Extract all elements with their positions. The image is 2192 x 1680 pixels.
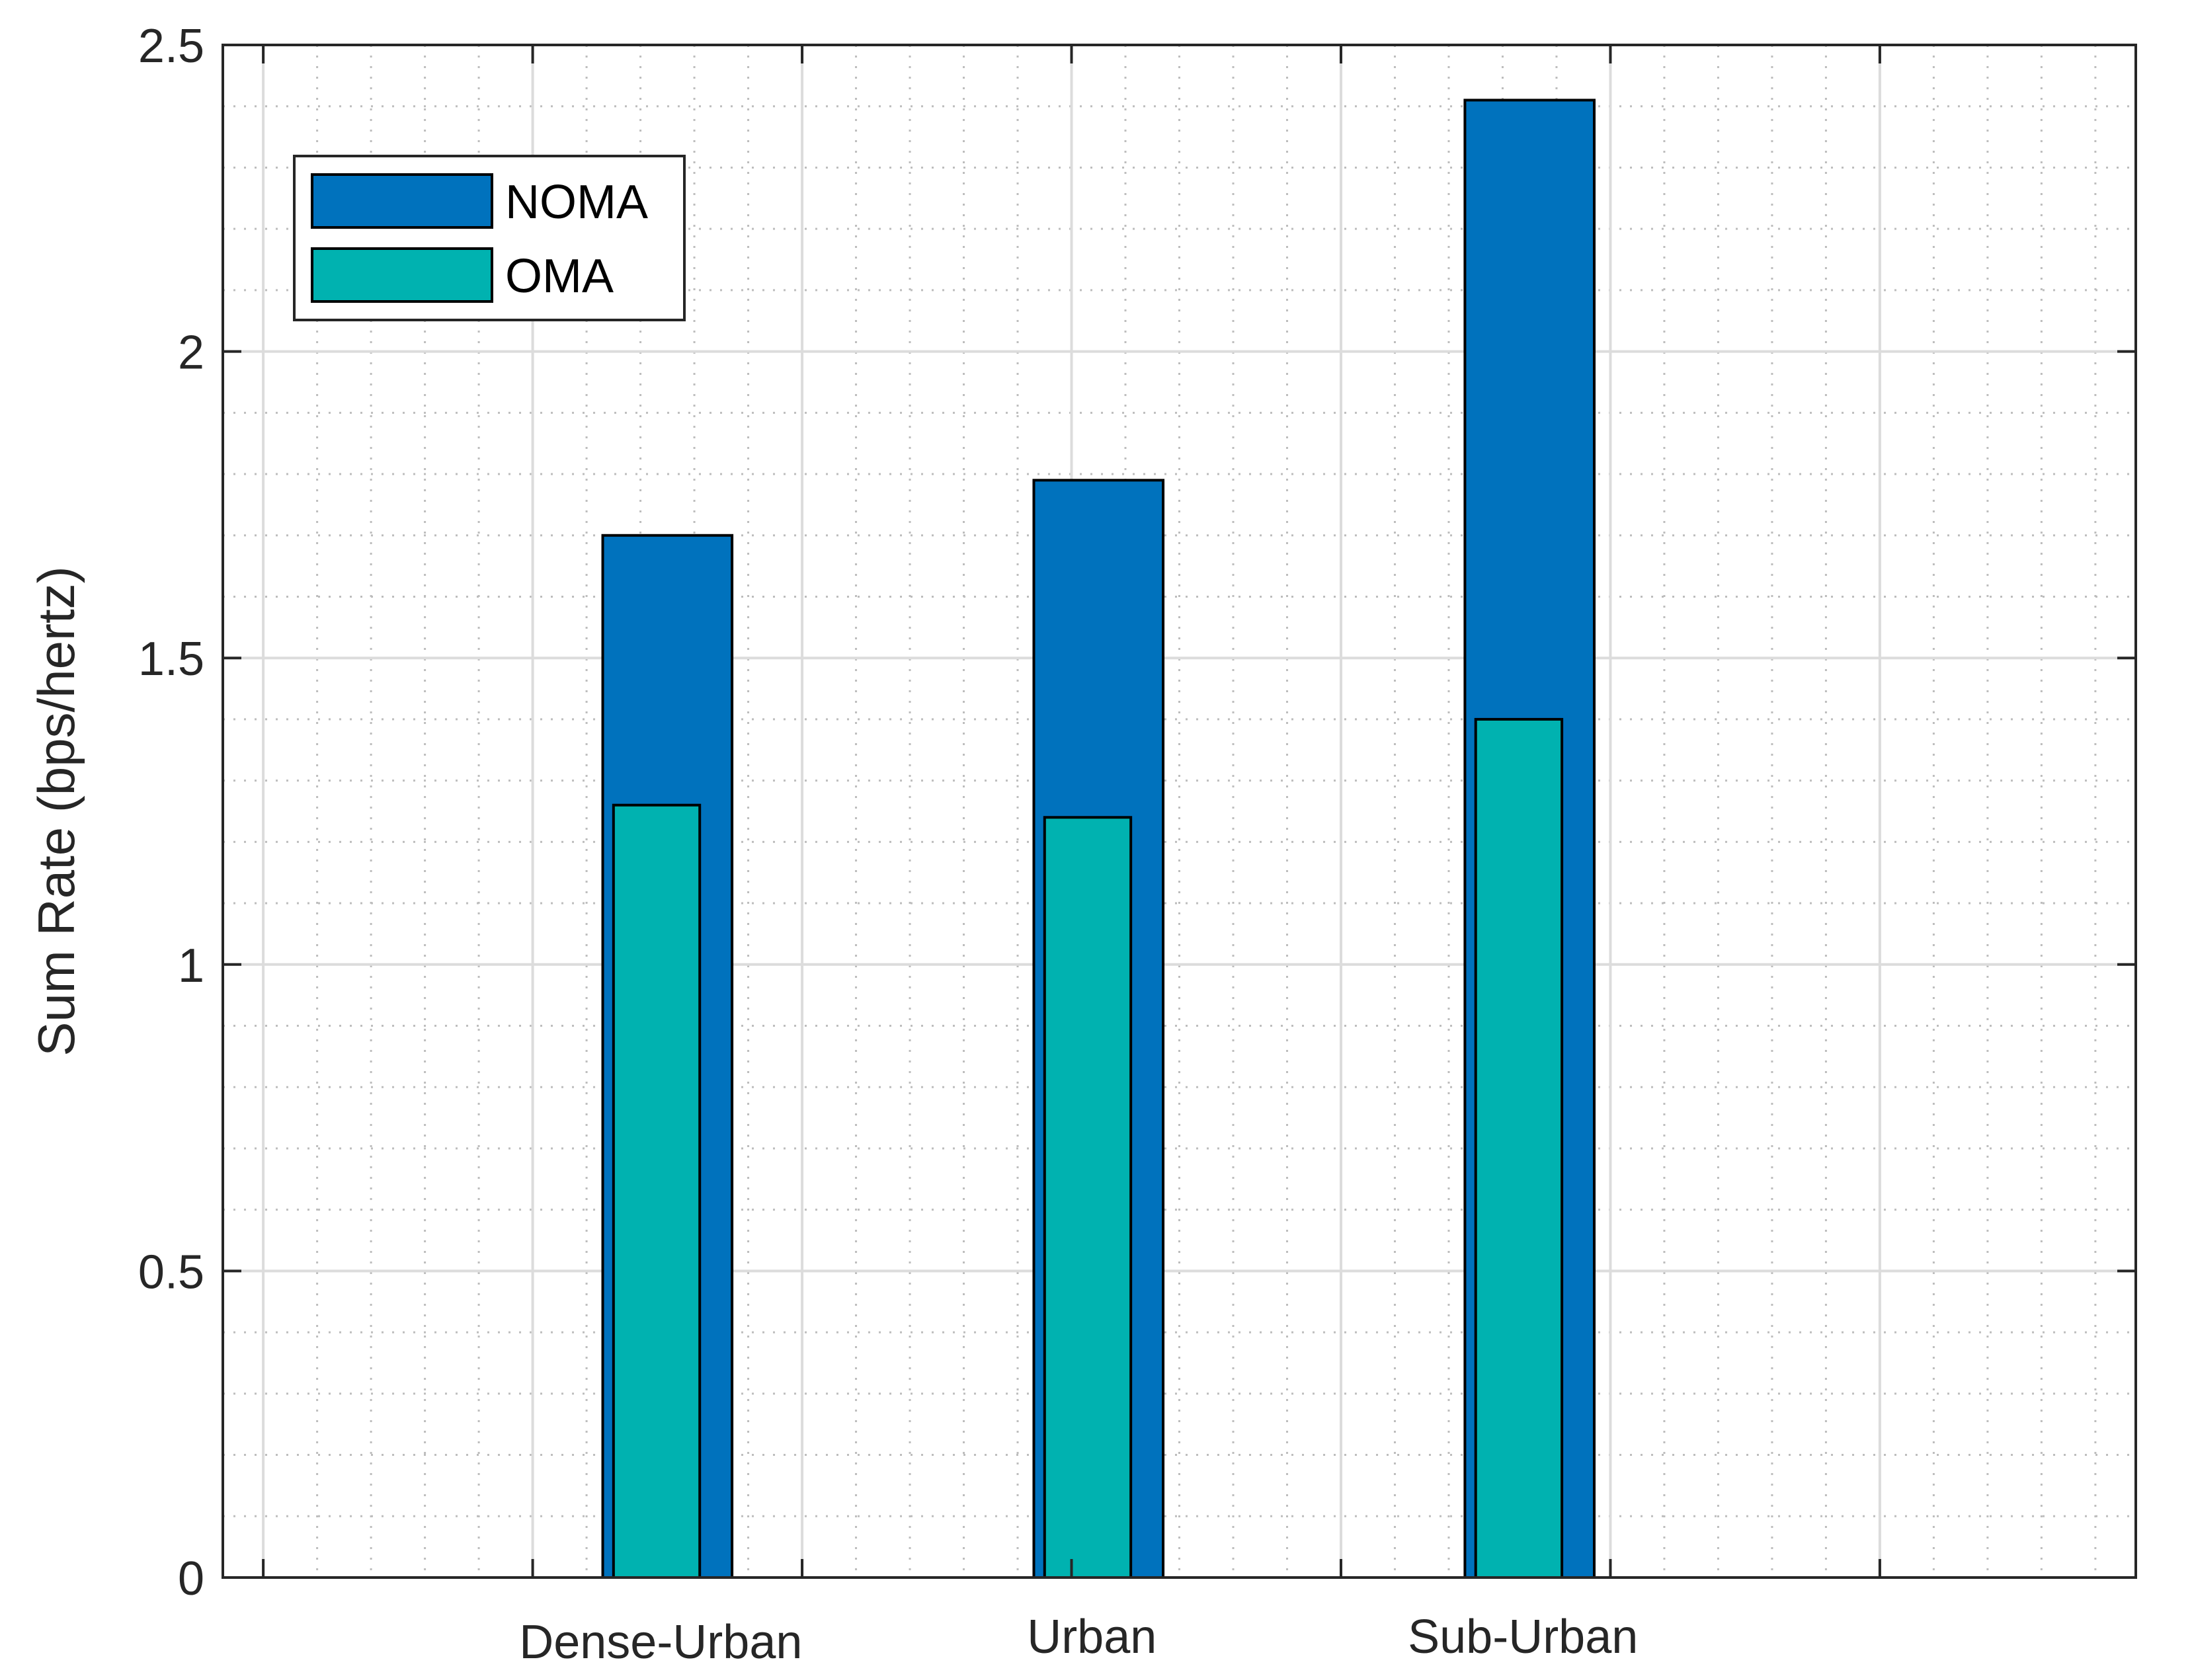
bar-oma-dense-urban — [612, 803, 702, 1579]
x-tick-label: Dense-Urban — [519, 1616, 802, 1669]
legend-label-noma: NOMA — [505, 176, 648, 229]
y-tick-label: 2.5 — [138, 20, 204, 73]
y-tick-label: 2 — [178, 327, 204, 380]
axis-ticks — [223, 44, 2136, 1579]
y-tick-label: 1.5 — [138, 633, 204, 686]
x-tick-label: Urban — [1027, 1611, 1157, 1663]
y-tick-label: 1 — [178, 940, 204, 992]
legend: NOMA OMA — [293, 155, 686, 321]
y-tick-labels: 0 0.5 1 1.5 2 2.5 — [138, 20, 204, 1605]
bars — [601, 99, 1596, 1579]
x-tick-labels: Dense-Urban Urban Sub-Urban — [519, 1611, 1638, 1669]
x-tick-label: Sub-Urban — [1408, 1611, 1638, 1663]
y-axis-label: Sum Rate (bps/hertz) — [27, 566, 85, 1056]
minor-grid — [223, 45, 2136, 1578]
legend-swatch-noma — [311, 173, 493, 229]
bar-oma-sub-urban — [1474, 717, 1564, 1579]
legend-label-oma: OMA — [505, 250, 614, 303]
y-tick-label: 0.5 — [138, 1246, 204, 1299]
bar-oma-urban — [1043, 816, 1133, 1579]
y-tick-label: 0 — [178, 1552, 204, 1605]
legend-swatch-oma — [311, 247, 493, 303]
plot-frame — [222, 44, 2137, 1579]
